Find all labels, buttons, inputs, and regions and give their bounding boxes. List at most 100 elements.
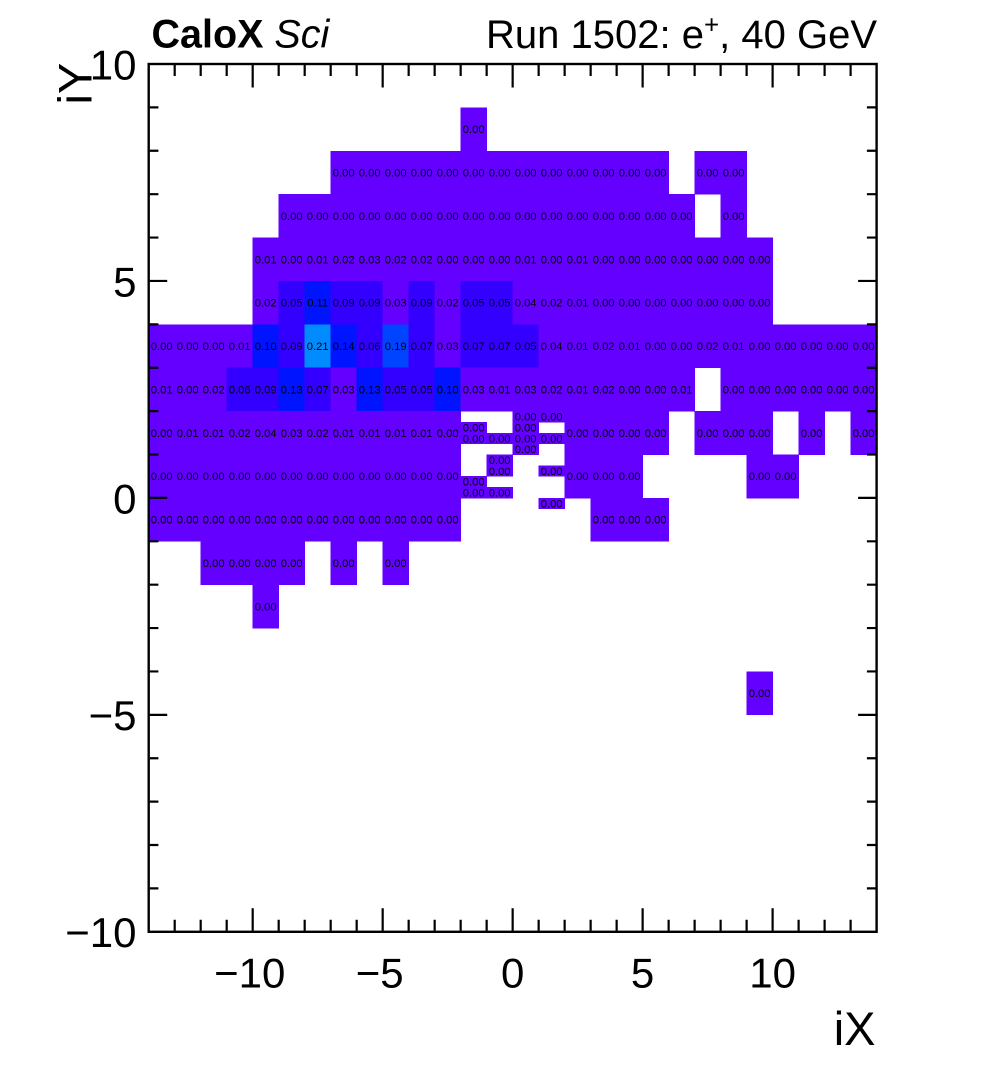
svg-text:0.00: 0.00 (463, 168, 485, 180)
svg-text:0.01: 0.01 (255, 254, 277, 266)
svg-text:0.00: 0.00 (333, 471, 355, 483)
svg-text:0.00: 0.00 (853, 384, 875, 396)
svg-text:0.03: 0.03 (385, 298, 407, 310)
svg-text:5: 5 (631, 950, 654, 997)
svg-text:0.00: 0.00 (281, 211, 303, 223)
svg-text:0.03: 0.03 (333, 384, 355, 396)
svg-text:0.00: 0.00 (671, 298, 693, 310)
svg-text:0.01: 0.01 (203, 428, 225, 440)
svg-text:0.01: 0.01 (411, 428, 433, 440)
svg-text:0.00: 0.00 (203, 471, 225, 483)
svg-text:0.00: 0.00 (515, 168, 537, 180)
svg-text:0.00: 0.00 (489, 211, 511, 223)
svg-text:0.00: 0.00 (801, 428, 823, 440)
svg-text:0.00: 0.00 (593, 428, 615, 440)
svg-text:0.10: 0.10 (437, 384, 459, 396)
svg-text:0.00: 0.00 (307, 471, 329, 483)
svg-text:0.02: 0.02 (541, 384, 563, 396)
svg-text:0.00: 0.00 (827, 384, 849, 396)
svg-text:0.01: 0.01 (333, 428, 355, 440)
svg-text:0.00: 0.00 (723, 254, 745, 266)
svg-text:0.06: 0.06 (359, 341, 381, 353)
svg-text:−10: −10 (214, 950, 285, 997)
svg-text:0.05: 0.05 (489, 298, 511, 310)
svg-text:0.00: 0.00 (749, 384, 771, 396)
svg-text:0.03: 0.03 (463, 384, 485, 396)
svg-text:0.00: 0.00 (463, 477, 485, 489)
svg-text:0.11: 0.11 (307, 298, 328, 310)
svg-text:0.07: 0.07 (489, 341, 511, 353)
svg-text:iY: iY (49, 63, 102, 105)
svg-text:0.00: 0.00 (203, 515, 225, 527)
svg-text:−5: −5 (356, 950, 404, 997)
svg-text:0.00: 0.00 (749, 298, 771, 310)
svg-text:0.14: 0.14 (333, 341, 355, 353)
svg-text:0.00: 0.00 (177, 515, 199, 527)
svg-text:0.00: 0.00 (515, 211, 537, 223)
svg-text:0.03: 0.03 (515, 384, 537, 396)
svg-text:0.00: 0.00 (645, 341, 667, 353)
svg-text:iX: iX (834, 1002, 876, 1055)
svg-text:0.00: 0.00 (645, 168, 667, 180)
svg-text:0.00: 0.00 (203, 558, 225, 570)
svg-text:0.00: 0.00 (489, 455, 511, 467)
svg-text:0.00: 0.00 (723, 384, 745, 396)
svg-text:−10: −10 (65, 909, 136, 956)
svg-text:0.00: 0.00 (593, 168, 615, 180)
svg-text:0.00: 0.00 (619, 384, 641, 396)
svg-text:0.00: 0.00 (411, 515, 433, 527)
svg-text:0.09: 0.09 (255, 384, 277, 396)
svg-text:0.02: 0.02 (229, 428, 251, 440)
svg-text:0.00: 0.00 (177, 341, 199, 353)
svg-text:0.00: 0.00 (515, 412, 537, 424)
svg-text:0.00: 0.00 (749, 471, 771, 483)
svg-text:0.05: 0.05 (281, 298, 303, 310)
svg-text:0.00: 0.00 (333, 168, 355, 180)
svg-text:0.00: 0.00 (229, 558, 251, 570)
svg-text:0: 0 (501, 950, 524, 997)
svg-text:0.07: 0.07 (307, 384, 329, 396)
svg-text:0.21: 0.21 (307, 341, 329, 353)
svg-text:0.01: 0.01 (567, 254, 589, 266)
svg-text:0.09: 0.09 (359, 298, 381, 310)
svg-text:0.05: 0.05 (385, 384, 407, 396)
svg-text:0.00: 0.00 (281, 515, 303, 527)
svg-text:0.00: 0.00 (307, 515, 329, 527)
svg-text:0.13: 0.13 (359, 384, 381, 396)
svg-text:0.07: 0.07 (411, 341, 433, 353)
svg-text:0.00: 0.00 (489, 168, 511, 180)
svg-text:0.00: 0.00 (385, 211, 407, 223)
svg-text:0.06: 0.06 (229, 384, 251, 396)
svg-text:0.00: 0.00 (255, 515, 277, 527)
svg-text:0.00: 0.00 (619, 298, 641, 310)
svg-text:0.00: 0.00 (515, 422, 537, 434)
svg-text:0.00: 0.00 (307, 211, 329, 223)
svg-text:0.00: 0.00 (515, 433, 537, 445)
svg-text:0.00: 0.00 (749, 688, 771, 700)
svg-text:0.00: 0.00 (333, 515, 355, 527)
svg-text:0.02: 0.02 (385, 254, 407, 266)
svg-text:0.00: 0.00 (463, 211, 485, 223)
svg-text:0.01: 0.01 (489, 384, 511, 396)
svg-text:0.00: 0.00 (437, 428, 459, 440)
svg-text:0.00: 0.00 (411, 211, 433, 223)
svg-text:0.00: 0.00 (645, 211, 667, 223)
svg-text:0.01: 0.01 (671, 384, 693, 396)
svg-text:0.02: 0.02 (203, 384, 225, 396)
svg-text:0.00: 0.00 (359, 211, 381, 223)
svg-text:0.00: 0.00 (203, 341, 225, 353)
svg-text:0.00: 0.00 (333, 211, 355, 223)
svg-text:0.01: 0.01 (619, 341, 641, 353)
svg-text:0.00: 0.00 (567, 211, 589, 223)
svg-text:0.00: 0.00 (437, 168, 459, 180)
svg-text:0.00: 0.00 (255, 471, 277, 483)
svg-text:0.00: 0.00 (567, 428, 589, 440)
svg-text:0.00: 0.00 (619, 254, 641, 266)
svg-text:0.00: 0.00 (723, 428, 745, 440)
svg-text:0.00: 0.00 (463, 488, 485, 500)
svg-text:0.00: 0.00 (541, 254, 563, 266)
svg-text:0.00: 0.00 (385, 558, 407, 570)
svg-text:0.05: 0.05 (463, 298, 485, 310)
svg-text:0: 0 (113, 475, 136, 522)
svg-text:0.00: 0.00 (593, 515, 615, 527)
